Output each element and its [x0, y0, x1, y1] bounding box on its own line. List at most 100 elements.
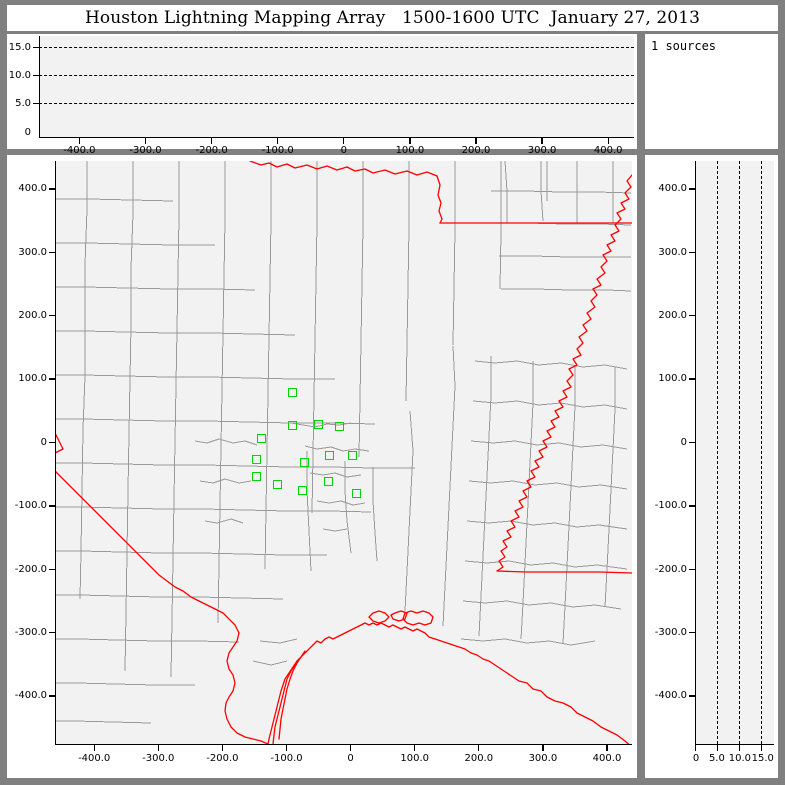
lma-station-marker[interactable]	[314, 420, 324, 430]
gridline-src-5	[716, 161, 718, 744]
xticklabel-map--200: -200.0	[206, 753, 239, 764]
altitude-y-axis	[39, 36, 41, 137]
lma-station-marker[interactable]	[272, 479, 282, 489]
yticklabel-alt-5: 5.0	[15, 97, 31, 109]
xtick-src-0	[695, 745, 697, 751]
xticklabel-map-400: 400.0	[592, 753, 622, 764]
yticklabel-src--200: -200.0	[654, 563, 687, 575]
gridline-alt-10	[39, 75, 634, 77]
lma-station-marker[interactable]	[252, 471, 261, 481]
xtick-alt-200	[475, 138, 477, 144]
xtick-alt-100	[409, 138, 411, 144]
gridline-alt-5	[39, 103, 634, 105]
lma-station-marker[interactable]	[323, 476, 333, 486]
lma-station-marker[interactable]	[348, 451, 358, 461]
yticklabel-map-0: 0	[40, 436, 47, 448]
lma-station-marker[interactable]	[324, 450, 334, 460]
sources-vs-north-panel[interactable]: 400.0 300.0 200.0 100.0 0 -100.0 -200.0 …	[645, 155, 778, 778]
yticklabel-map-300: 300.0	[18, 246, 47, 258]
lma-station-marker[interactable]	[335, 422, 345, 432]
altitude-plot-area[interactable]	[39, 36, 634, 137]
xtick-map--100	[285, 745, 288, 751]
ytick-src-0	[689, 441, 695, 444]
lma-station-marker[interactable]	[297, 486, 307, 496]
yticklabel-map--400: -400.0	[14, 690, 47, 702]
sources-vs-north-y-axis	[695, 161, 697, 744]
xticklabel-map-100: 100.0	[400, 753, 429, 764]
xtick-map--200	[221, 745, 224, 751]
ytick-src--400	[689, 695, 695, 697]
lma-station-marker[interactable]	[299, 458, 309, 468]
xticklabel-src-0: 0	[692, 753, 700, 764]
yticklabel-src-0: 0	[680, 436, 687, 448]
ytick-map-0	[49, 441, 55, 444]
lma-station-marker[interactable]	[257, 434, 267, 444]
xticklabel-alt-200: 200.0	[461, 145, 491, 156]
yticklabel-src-400: 400.0	[658, 183, 687, 195]
yticklabel-src--400: -400.0	[654, 690, 687, 702]
xtick-alt-300	[541, 138, 543, 144]
yticklabel-map-200: 200.0	[18, 310, 47, 321]
source-count-label: 1 sources	[651, 39, 717, 53]
ytick-map--300	[49, 632, 55, 634]
xtick-map--400	[93, 745, 95, 751]
sources-vs-north-x-axis	[695, 743, 774, 745]
yticklabel-src-200: 200.0	[658, 310, 687, 321]
xtick-src-10	[738, 745, 741, 751]
lma-station-marker[interactable]	[252, 454, 261, 464]
yticklabel-alt-10: 10.0	[8, 69, 31, 81]
ytick-alt-10	[33, 74, 39, 77]
ytick-alt-5	[33, 102, 39, 105]
xticklabel-alt--200: -200.0	[195, 145, 228, 156]
xticklabel-map-0: 0	[347, 753, 354, 764]
xtick-alt--200	[210, 138, 213, 144]
ytick-src-200	[689, 315, 695, 317]
xticklabel-src-5: 5.0	[708, 753, 725, 764]
yticklabel-src-100: 100.0	[658, 373, 687, 385]
xticklabel-alt--100: -100.0	[261, 145, 294, 156]
altitude-x-axis	[39, 136, 634, 138]
page-title: Houston Lightning Mapping Array 1500-160…	[84, 8, 701, 28]
ytick-map-200	[49, 315, 55, 317]
ytick-src-300	[689, 251, 695, 253]
xtick-map-300	[542, 745, 544, 751]
xtick-alt--300	[144, 138, 147, 144]
ytick-map-100	[49, 378, 55, 380]
ytick-map--200	[49, 568, 55, 570]
ytick-src--300	[689, 632, 695, 634]
yticklabel-map--100: -100.0	[14, 500, 47, 512]
ytick-map--100	[49, 505, 55, 507]
ytick-map-300	[49, 251, 55, 253]
yticklabel-src-300: 300.0	[658, 246, 687, 258]
xticklabel-map--400: -400.0	[78, 753, 111, 764]
gridline-src-15	[760, 161, 762, 744]
xticklabel-map--300: -300.0	[142, 753, 175, 764]
xticklabel-map--100: -100.0	[270, 753, 303, 764]
yticklabel-alt-0: 0	[24, 126, 31, 138]
xtick-map--300	[157, 745, 159, 751]
title-bar: Houston Lightning Mapping Array 1500-160…	[7, 5, 778, 31]
xticklabel-map-200: 200.0	[464, 753, 494, 764]
plan-view-map-panel[interactable]: 400.0 300.0 200.0 100.0 0 -100.0 -200.0 …	[7, 155, 637, 778]
yticklabel-map-400: 400.0	[18, 183, 47, 195]
yticklabel-map--200: -200.0	[14, 563, 47, 575]
gridline-src-10	[738, 161, 740, 744]
sources-vs-north-plot-area[interactable]	[695, 161, 774, 744]
map-x-axis	[55, 743, 632, 745]
xtick-alt-400	[607, 138, 609, 144]
xtick-map-0	[349, 745, 352, 751]
xtick-map-200	[478, 745, 480, 751]
xticklabel-src-15: 15.0	[751, 753, 774, 764]
ytick-src--100	[689, 505, 695, 507]
xtick-map-100	[414, 745, 416, 751]
lma-station-marker[interactable]	[287, 420, 297, 430]
map-plot-area[interactable]	[55, 161, 632, 744]
lma-station-marker[interactable]	[287, 387, 297, 397]
lma-station-marker[interactable]	[351, 489, 361, 499]
altitude-profile-panel[interactable]: 15.0 10.0 5.0 0 -400.0 -300.0 -200.0 -10…	[7, 34, 637, 156]
yticklabel-map-100: 100.0	[18, 373, 47, 385]
ytick-src-400	[689, 188, 695, 190]
map-y-axis	[55, 161, 57, 744]
xtick-alt--400	[78, 138, 81, 144]
xticklabel-alt-300: 300.0	[527, 145, 557, 156]
